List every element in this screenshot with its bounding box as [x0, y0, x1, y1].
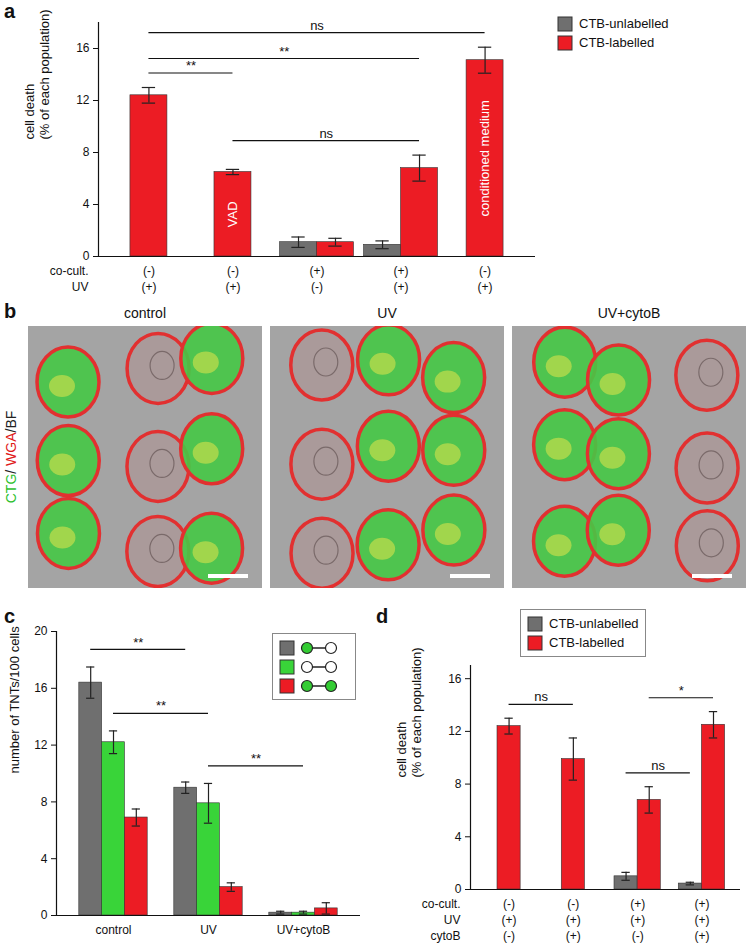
svg-text:(+): (+): [630, 897, 645, 911]
svg-text:(+): (+): [502, 913, 517, 927]
svg-text:UV: UV: [200, 923, 217, 937]
svg-text:8: 8: [41, 795, 48, 809]
svg-text:0: 0: [83, 249, 90, 263]
svg-text:ns: ns: [319, 126, 333, 141]
svg-text:(-): (-): [567, 897, 579, 911]
svg-text:cell death(% of each populatio: cell death(% of each population): [22, 9, 52, 139]
html-text:CTB-labelled: CTB-labelled: [579, 35, 655, 50]
svg-text:cytoB: cytoB: [430, 929, 460, 943]
svg-text:control: control: [95, 923, 131, 937]
svg-text:(+): (+): [141, 280, 156, 294]
svg-text:number of TNTs/100 cells: number of TNTs/100 cells: [7, 626, 22, 774]
svg-text:(+): (+): [694, 913, 709, 927]
svg-text:*: *: [679, 683, 684, 698]
svg-text:UV: UV: [72, 280, 89, 294]
svg-text:(+): (+): [694, 897, 709, 911]
svg-text:ns: ns: [534, 689, 548, 704]
svg-text:co-cult.: co-cult.: [50, 264, 89, 278]
svg-text:VAD: VAD: [225, 201, 240, 227]
svg-text:UV+cytoB: UV+cytoB: [598, 305, 661, 321]
svg-text:(-): (-): [503, 897, 515, 911]
svg-text:co-cult.: co-cult.: [422, 897, 461, 911]
svg-text:20: 20: [34, 624, 48, 638]
svg-text:(-): (-): [503, 929, 515, 943]
svg-text:12: 12: [34, 738, 48, 752]
svg-text:(+): (+): [566, 929, 581, 943]
html-text:CTB-unlabelled: CTB-unlabelled: [579, 16, 669, 31]
svg-text:control: control: [124, 305, 166, 321]
svg-text:ns: ns: [651, 758, 665, 773]
svg-text:(-): (-): [311, 280, 323, 294]
svg-text:8: 8: [455, 777, 462, 791]
svg-text:(-): (-): [632, 929, 644, 943]
svg-text:0: 0: [455, 882, 462, 896]
svg-text:conditioned medium: conditioned medium: [477, 100, 492, 216]
svg-text:UV: UV: [377, 305, 397, 321]
svg-text:**: **: [133, 635, 143, 650]
svg-text:(+): (+): [225, 280, 240, 294]
svg-text:**: **: [251, 751, 261, 766]
svg-text:(-): (-): [143, 264, 155, 278]
svg-text:UV: UV: [444, 913, 461, 927]
svg-text:8: 8: [83, 145, 90, 159]
svg-text:(+): (+): [394, 280, 409, 294]
svg-text:**: **: [186, 58, 196, 73]
html-text:a: a: [4, 0, 16, 22]
svg-text:**: **: [156, 698, 166, 713]
svg-text:UV+cytoB: UV+cytoB: [277, 923, 331, 937]
svg-text:0: 0: [41, 908, 48, 922]
svg-text:(+): (+): [478, 280, 493, 294]
svg-text:16: 16: [448, 672, 462, 686]
svg-text:(+): (+): [310, 264, 325, 278]
html-text:c: c: [4, 605, 16, 627]
html-text:d: d: [376, 605, 389, 627]
svg-text:(+): (+): [694, 929, 709, 943]
svg-text:16: 16: [34, 681, 48, 695]
svg-text:12: 12: [448, 724, 462, 738]
svg-text:(-): (-): [227, 264, 239, 278]
html-text:CTB-unlabelled: CTB-unlabelled: [549, 616, 639, 631]
svg-text:12: 12: [76, 93, 90, 107]
svg-text:4: 4: [41, 852, 48, 866]
svg-text:cell death(% of each populatio: cell death(% of each population): [394, 647, 424, 777]
svg-text:**: **: [279, 44, 289, 59]
svg-text:4: 4: [455, 830, 462, 844]
svg-text:(+): (+): [630, 913, 645, 927]
svg-text:CTG/ WGA/BF: CTG/ WGA/BF: [3, 411, 19, 504]
svg-text:(+): (+): [566, 913, 581, 927]
svg-text:(+): (+): [394, 264, 409, 278]
svg-text:16: 16: [76, 41, 90, 55]
svg-text:4: 4: [83, 197, 90, 211]
html-text:b: b: [4, 300, 17, 322]
svg-text:ns: ns: [310, 18, 324, 33]
svg-text:(-): (-): [479, 264, 491, 278]
html-text:CTB-labelled: CTB-labelled: [549, 635, 625, 650]
